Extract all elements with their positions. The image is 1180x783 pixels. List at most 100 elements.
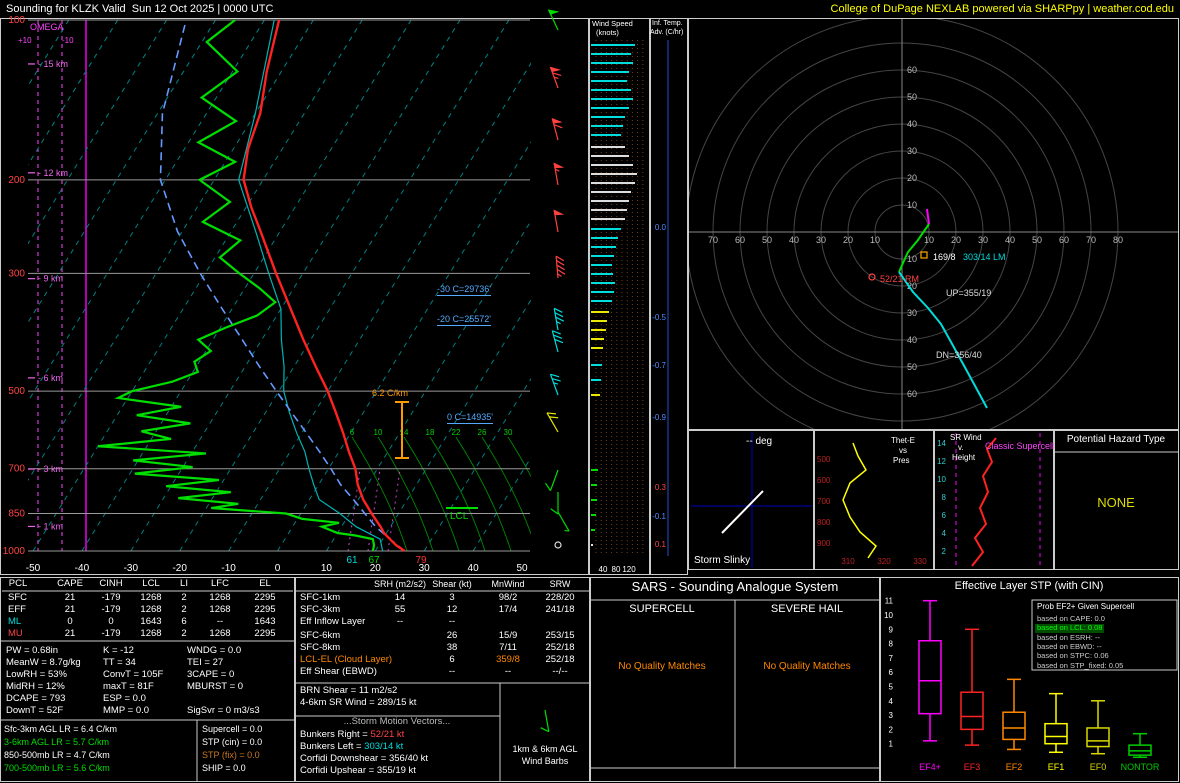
kinematics-value: -- <box>448 666 456 677</box>
thermo-header: LFC <box>211 578 229 589</box>
stp-legend-row: based on STP_fixed: 0.05 <box>1037 660 1124 670</box>
sr-wind-4-6km: 4-6km SR Wind = 289/15 kt <box>300 697 417 708</box>
height-agl-label: - 9 km <box>38 274 63 284</box>
thetae-title-3: Pres <box>893 456 910 465</box>
kinematics-value: 12 <box>446 604 458 615</box>
thetae-pressure-tick: 800 <box>817 518 831 527</box>
storm-classification: Classic Supercell <box>985 441 1055 451</box>
kinematics-value: 253/15 <box>545 630 575 641</box>
surface-value: 67 <box>368 555 380 566</box>
composite-index: STP (cin) = 0.0 <box>202 737 263 747</box>
kinematics-value: -- <box>396 616 404 627</box>
lapse-rate: Sfc-3km AGL LR = 6.4 C/km <box>4 724 117 734</box>
composite-index: STP (fix) = 0.0 <box>202 750 260 760</box>
barb-note-2: Wind Barbs <box>521 756 569 766</box>
panel-border <box>934 430 1054 570</box>
thermo-value: 2 <box>181 604 187 615</box>
stp-y-tick: 5 <box>889 683 894 692</box>
lapse-rate: 850-500mb LR = 4.7 C/km <box>4 750 110 760</box>
stp-y-tick: 2 <box>889 725 894 734</box>
temp-axis-label: 30 <box>419 563 431 574</box>
parcel-row-label: SFC <box>8 592 27 603</box>
panel-border <box>880 577 1179 782</box>
hodo-axis-tick: 80 <box>1113 235 1123 245</box>
pressure-label: 300 <box>8 268 25 279</box>
hodo-axis-tick: 50 <box>1032 235 1042 245</box>
stp-legend-row: based on ESRH: -- <box>1037 632 1100 642</box>
pressure-label: 500 <box>8 386 25 397</box>
hodo-marker <box>920 251 928 259</box>
thermo-value: 2 <box>181 592 187 603</box>
height-agl-label: - 12 km <box>38 168 68 178</box>
kinematics-value: 17/4 <box>498 604 518 615</box>
height-agl-label: - 15 km <box>38 59 68 69</box>
pressure-label: 1000 <box>3 546 26 557</box>
thermo-value: 21 <box>64 628 76 639</box>
storm-motion-row: Corfidi Downshear = 356/40 kt <box>300 753 429 764</box>
height-agl-label: - 6 km <box>38 373 63 383</box>
stp-category-label: EF2 <box>1006 762 1023 772</box>
thetae-value-tick: 320 <box>877 557 891 566</box>
wind-speed-tick: 80 <box>612 565 621 574</box>
storm-motion-row: Bunkers Left = 303/14 kt <box>300 741 404 752</box>
kinematics-row-label: Eff Shear (EBWD) <box>300 666 377 677</box>
temp-axis-label: -40 <box>75 563 90 574</box>
moist-adiabat-label: 10 <box>374 428 383 437</box>
brn-shear: BRN Shear = 11 m2/s2 <box>300 685 398 696</box>
temp-axis-label: -20 <box>172 563 187 574</box>
storm-motion-header: ...Storm Motion Vectors... <box>343 716 451 727</box>
srwind-km-tick: 6 <box>942 511 947 520</box>
panel-border <box>688 18 1179 430</box>
thermo-value: -179 <box>101 628 121 639</box>
panel-border <box>295 577 590 782</box>
sars-supercell-header: SUPERCELL <box>629 603 695 615</box>
thermo-header: LI <box>180 578 188 589</box>
hodo-axis-tick: 50 <box>907 362 917 372</box>
thetae-pressure-tick: 500 <box>817 455 831 464</box>
thetae-value-tick: 310 <box>841 557 855 566</box>
advection-value: -0.7 <box>652 361 666 370</box>
thermo-stat: ConvT = 105F <box>103 669 164 680</box>
hazard-title: Potential Hazard Type <box>1066 434 1166 445</box>
kinematics-value: 14 <box>394 592 406 603</box>
thermo-value: 6 <box>181 616 187 627</box>
kinematics-row-label: SFC-8km <box>300 642 341 653</box>
site-credit: College of DuPage NEXLAB powered via SHA… <box>830 3 1174 15</box>
thermo-stat: WNDG = 0.0 <box>187 645 242 656</box>
kinematics-value: 252/18 <box>545 654 575 665</box>
moist-adiabat-label: 26 <box>478 428 487 437</box>
hodo-axis-tick: 40 <box>1005 235 1015 245</box>
hodo-axis-tick: 20 <box>843 235 853 245</box>
omega-label: OMEGA <box>30 22 64 32</box>
thermo-stat: MeanW = 8.7g/kg <box>6 657 81 668</box>
kinematics-header: SRH (m2/s2) <box>373 579 427 589</box>
hodo-axis-tick: 70 <box>708 235 718 245</box>
stp-category-label: EF1 <box>1048 762 1065 772</box>
hodo-vector-label: 169/8 <box>933 252 956 262</box>
thermo-value: 1268 <box>209 628 231 639</box>
temp-advection-units: Adv. (C/hr) <box>650 29 684 36</box>
kinematics-value: 6 <box>449 654 455 665</box>
omega-minus-tick: -10 <box>62 36 74 45</box>
pressure-label: 100 <box>8 15 25 26</box>
slinky-angle: -- deg <box>746 436 773 447</box>
pressure-label: 200 <box>8 175 25 186</box>
srwind-km-tick: 10 <box>937 475 946 484</box>
srwind-km-tick: 8 <box>942 493 947 502</box>
stp-y-tick: 4 <box>889 697 894 706</box>
thermo-value: 2295 <box>254 592 276 603</box>
height-agl-label: - 1 km <box>38 521 63 531</box>
srwind-km-tick: 2 <box>942 547 947 556</box>
thermo-value: 1268 <box>140 604 162 615</box>
hodo-axis-tick: 40 <box>789 235 799 245</box>
thermo-stat: DCAPE = 793 <box>6 693 66 704</box>
pressure-label: 700 <box>8 464 25 475</box>
hodo-axis-tick: 40 <box>907 119 917 129</box>
advection-value: 0.3 <box>655 483 667 492</box>
panel-border <box>814 430 934 570</box>
kinematics-value: --/-- <box>552 666 568 677</box>
thermo-header: EL <box>259 578 271 589</box>
sounding-title: Sounding for KLZK Valid Sun 12 Oct 2025 … <box>6 3 274 15</box>
stp-box <box>1002 711 1026 741</box>
advection-value: 0.1 <box>655 540 667 549</box>
